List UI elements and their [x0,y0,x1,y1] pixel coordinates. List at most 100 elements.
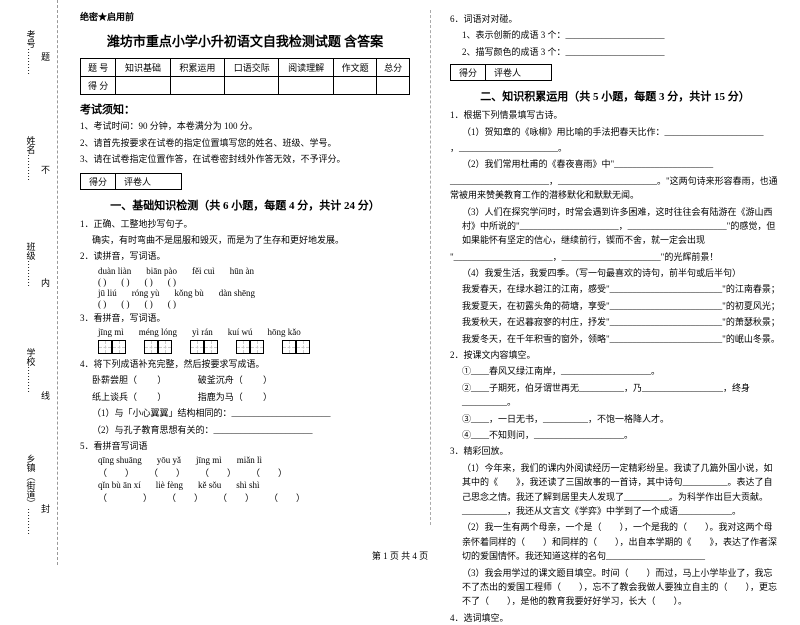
question-line: （4）我爱生活，我爱四季。（写一句最喜欢的诗句，前半句或后半句） [450,266,780,280]
section-title: 二、知识积累运用（共 5 小题，每题 3 分，共计 15 分） [450,88,780,104]
table-cell: 阅读理解 [279,59,333,77]
question-line: ③____，一日无书，__________，不饱一格降人才。 [450,412,780,426]
pinyin: jū liú [98,288,117,298]
side-marker: 封 [41,502,50,515]
question-line: 我爱春天，在绿水碧江的江南，感受"_______________________… [450,282,780,296]
side-marker: 线 [41,389,50,402]
question-line: （3）人们在探究学问时，时常会遇到许多困难，这时往往会有陆游在《游山西村》中所说… [450,205,780,248]
question-line: （2）我们常用杜甫的《春夜喜雨》中"______________________ [450,157,780,171]
pinyin: shì shì [236,480,259,490]
pinyin: kǒng bù [175,288,204,298]
question-stem: 2．按课文内容填空。 [450,348,780,362]
table-cell: 作文题 [333,59,377,77]
pinyin-row: qīng shuāng yōu yǎ jīng mì miǎn lì [80,455,410,465]
question-line: （1）今年来，我们的课内外阅读经历一定精彩纷呈。我读了几篇外国小说，如其中的《 … [450,461,780,519]
blank: ( ) [98,299,106,309]
answer-row: （ ） （ ） （ ） （ ） [80,491,410,504]
char-grid [190,340,218,354]
blank: ( ) [145,299,153,309]
question-stem: 1．正确、工整地抄写句子。 [80,217,410,231]
side-marker: 内 [41,276,50,289]
pinyin: jīng mì [98,327,124,337]
question-stem: 5．看拼音写词语 [80,439,410,453]
table-cell [225,77,279,95]
question-line: 纸上谈兵（ ） 指鹿为马（ ） [80,390,410,404]
question-line: ②____子期死，伯牙谓世再无__________，乃_____________… [450,381,780,410]
char-grid [282,340,310,354]
question-line: 2、描写颜色的成语 3 个：______________________ [450,45,780,59]
pinyin: méng lóng [139,327,177,337]
notice-title: 考试须知： [80,101,410,117]
binding-strip: 考号……… 姓名……… 班级……… 学校……… 乡镇（街道）……… 题 不 内 … [8,0,58,565]
blank: （ ） [251,466,287,479]
pinyin: kě sǒu [198,480,221,490]
left-column: 绝密★启用前 潍坊市重点小学小升初语文自我检测试题 含答案 题 号 知识基础 积… [70,10,420,545]
table-cell: 得 分 [81,77,116,95]
question-sub: （1）与「小心翼翼」结构相同的：______________________ [80,406,410,420]
pinyin: qīng shuāng [98,455,142,465]
mini-score-label: 评卷人 [116,174,181,189]
blank: （ ） [167,491,203,504]
column-divider [430,10,431,525]
pinyin-row: duàn liàn biān pào fěi cuì hūn àn [80,266,410,276]
question-line: 我爱夏天，在初露头角的荷塘，享受"_______________________… [450,299,780,313]
question-line: "______________________，________________… [450,250,780,264]
pinyin: liè fèng [156,480,183,490]
section-title: 一、基础知识检测（共 6 小题，每题 4 分，共计 24 分） [80,197,410,213]
mini-score-label: 评卷人 [486,65,551,80]
blank: （ ） [200,466,236,479]
notice-item: 2、请首先按要求在试卷的指定位置填写您的姓名、班级、学号。 [80,137,410,151]
pinyin: qǐn bù ān xí [98,480,141,490]
table-cell [116,77,170,95]
pinyin-row: jū liú róng yù kǒng bù dàn shēng [80,288,410,298]
side-label: 姓名……… [25,136,38,181]
char-grid [98,340,126,354]
question-line: 1、表示创新的成语 3 个：______________________ [450,28,780,42]
side-label: 乡镇（街道）……… [25,454,38,535]
notice-item: 1、考试时间：90 分钟，本卷满分为 100 分。 [80,120,410,134]
table-cell [170,77,224,95]
blank: ( ) [98,277,106,287]
side-label: 学校……… [25,348,38,393]
pinyin: biān pào [146,266,177,276]
blank: ( ) [168,277,176,287]
table-cell: 积累运用 [170,59,224,77]
pinyin: róng yù [132,288,160,298]
pinyin: hōng kǎo [268,327,301,337]
blank: （ ） [98,491,152,504]
blank: ( ) [145,277,153,287]
question-stem: 2．读拼音，写词语。 [80,249,410,263]
question-sub: （2）与孔子教育思想有关的：______________________ [80,423,410,437]
answer-row: ( ) ( ) ( ) ( ) [80,299,410,309]
pinyin: dàn shēng [219,288,255,298]
question-line: ④____不知则问，____________________。 [450,428,780,442]
pinyin: miǎn lì [237,455,262,465]
pinyin: yì rán [192,327,213,337]
score-table: 题 号 知识基础 积累运用 口语交际 阅读理解 作文题 总分 得 分 [80,58,410,95]
pinyin: duàn liàn [98,266,131,276]
notice-item: 3、请在试卷指定位置作答，在试卷密封线外作答无效，不予评分。 [80,153,410,167]
mini-score-label: 得分 [451,65,486,80]
question-line: 我爱秋天，在迟暮寂寥的村庄，抒发"_______________________… [450,315,780,329]
question-content: 确实，有时弯曲不是屈服和毁灭，而是为了生存和更好地发展。 [80,233,410,247]
pinyin-row: qǐn bù ān xí liè fèng kě sǒu shì shì [80,480,410,490]
secret-label: 绝密★启用前 [80,10,410,23]
table-cell: 题 号 [81,59,116,77]
question-line: （3）我会用学过的课文题目填空。时间（ ）而过，马上小学毕业了，我忘不了杰出的爱… [450,566,780,609]
blank: （ ） [218,491,254,504]
side-markers: 题 不 内 线 封 [38,0,53,565]
side-marker: 不 [41,163,50,176]
mini-score-box: 得分 评卷人 [80,173,182,190]
blank: （ ） [149,466,185,479]
grid-row [80,340,410,354]
char-grid [144,340,172,354]
blank: （ ） [98,466,134,479]
pinyin: hūn àn [230,266,254,276]
mini-score-label: 得分 [81,174,116,189]
mini-score-box: 得分 评卷人 [450,64,552,81]
question-stem: 4．选词填空。 [450,611,780,625]
table-cell [279,77,333,95]
question-line: ①____春风又绿江南岸，____________________。 [450,364,780,378]
question-stem: 3．精彩回放。 [450,444,780,458]
side-label: 班级……… [25,242,38,287]
